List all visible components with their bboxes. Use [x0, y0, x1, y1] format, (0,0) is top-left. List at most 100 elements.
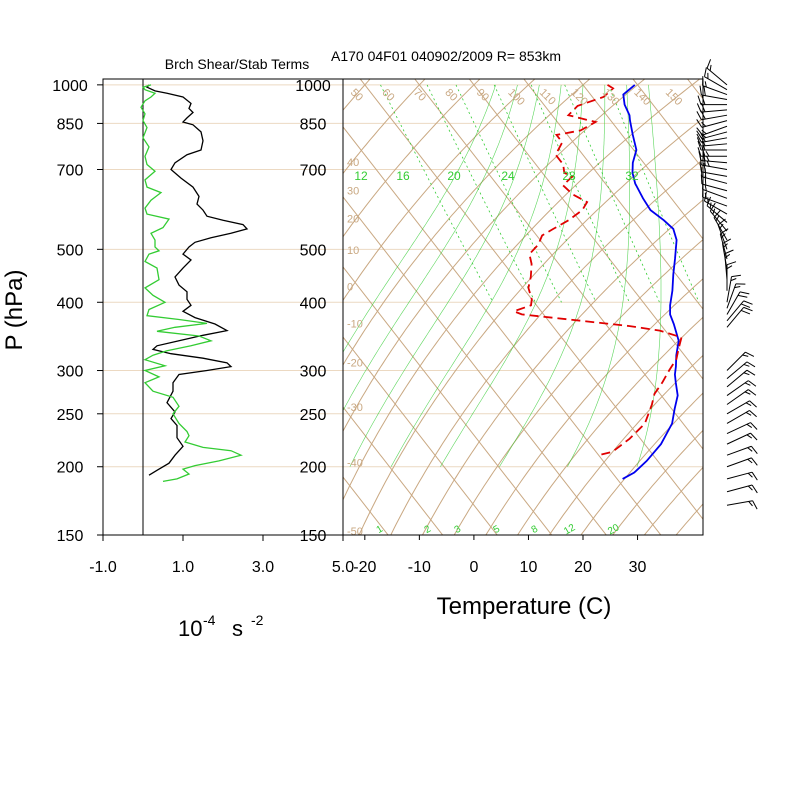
- wind-barb-flag: [751, 445, 758, 455]
- wind-barb-shaft: [726, 283, 737, 309]
- wind-barb: [703, 67, 728, 91]
- moist-adiabat-label: 12: [354, 169, 368, 183]
- moist-adiabat: [343, 84, 518, 412]
- isotherm-label: -20: [347, 358, 363, 370]
- isotherm-label: 0: [347, 282, 353, 294]
- mixing-ratio-line: [530, 84, 630, 303]
- wind-barb-flag: [717, 218, 726, 226]
- wind-barb-shaft: [726, 300, 745, 322]
- wind-barb-flag: [747, 458, 753, 464]
- dry-adiabat: [343, 79, 481, 238]
- wind-barb: [726, 389, 757, 405]
- wind-barb: [726, 400, 757, 415]
- dry-adiabat-label: 60: [379, 87, 396, 104]
- wind-barb-shaft: [713, 217, 728, 241]
- skewt-y-tick-label: 1000: [295, 78, 331, 95]
- temperature-axis-label: Temperature (C): [437, 593, 612, 620]
- wind-barb-flag: [748, 501, 753, 507]
- wind-barb-flag: [699, 85, 702, 96]
- skewt-x-tick-label: 20: [574, 559, 592, 576]
- left-y-tick-label: 500: [57, 242, 84, 259]
- wind-barb-flag: [700, 110, 706, 120]
- dry-adiabat: [580, 392, 703, 535]
- wind-barb: [699, 162, 728, 177]
- left-y-tick-label: 150: [57, 528, 84, 545]
- isotherm: [0, 73, 292, 551]
- wind-barb-flag: [749, 410, 757, 418]
- dry-adiabat-label: 140: [631, 87, 652, 108]
- wind-barb-shaft: [701, 137, 728, 143]
- mixing-ratio-label: 8: [530, 523, 541, 536]
- isotherm: [414, 79, 703, 450]
- wind-barb-shaft: [726, 361, 748, 379]
- skewt-y-tick-label: 400: [300, 295, 327, 312]
- wind-barb-flag: [704, 81, 707, 88]
- wind-barb: [726, 422, 758, 435]
- dry-adiabat: [643, 466, 703, 535]
- wind-barb-flag: [709, 202, 712, 209]
- wind-barb-flag: [696, 103, 702, 113]
- wind-barb-flag: [751, 484, 758, 494]
- dry-adiabat: [343, 79, 591, 366]
- isotherm: [343, 266, 553, 535]
- dry-adiabat: [759, 73, 800, 548]
- wind-barb-flag: [701, 129, 707, 135]
- dewpoint-profile: [511, 84, 683, 457]
- moist-adiabat: [343, 84, 496, 353]
- skewt-y-tick-label: 300: [300, 364, 327, 381]
- wind-barb-flag: [699, 155, 702, 166]
- wind-barb-flag: [746, 423, 753, 428]
- wind-barb-flag: [724, 249, 734, 255]
- sounding-title: A170 04F01 040902/2009 R= 853km: [331, 48, 561, 64]
- wind-barb-shaft: [701, 131, 728, 140]
- skewt-y-tick-label: 500: [300, 242, 327, 259]
- wind-barb-shaft: [702, 188, 728, 199]
- temperature-profile: [622, 84, 680, 480]
- dry-adiabat: [697, 73, 800, 548]
- skewt-x-tick-label: 30: [629, 559, 647, 576]
- skewt-panel: 1502002503004005007008501000-50-40-30-20…: [0, 73, 800, 576]
- skewt-y-tick-label: 700: [300, 162, 327, 179]
- wind-barb: [726, 484, 758, 494]
- wind-barb-flag: [747, 472, 753, 478]
- wind-barb-flag: [720, 233, 726, 239]
- wind-barb-flag: [701, 147, 706, 157]
- wind-barb-flag: [726, 261, 737, 266]
- dry-adiabat: [675, 503, 703, 535]
- wind-barb-shaft: [701, 164, 728, 170]
- isotherm: [577, 79, 703, 240]
- wind-barb-flag: [739, 291, 750, 295]
- wind-barb-flag: [706, 155, 710, 162]
- units-seconds-exponent: -2: [251, 612, 264, 628]
- wind-barb: [726, 432, 758, 445]
- isotherm-label: 40: [347, 157, 359, 169]
- shear-stab-panel: 150 200 250 300 400 500 700 850 1000 -1.0 1.0 3.0 5.…: [52, 78, 354, 576]
- dry-adiabat: [548, 354, 703, 535]
- wind-barb-flag: [747, 447, 753, 452]
- wind-barb-flag: [751, 457, 758, 466]
- mixing-ratio-line: [493, 84, 597, 303]
- dry-adiabat: [343, 79, 426, 175]
- wind-barb-shaft: [726, 380, 749, 396]
- skewt-plot-area: [0, 73, 800, 551]
- wind-barb-shaft: [726, 400, 750, 415]
- wind-barb: [699, 155, 728, 170]
- wind-barb: [726, 300, 753, 322]
- left-y-tick-label: 200: [57, 460, 84, 477]
- wind-barb-flag: [705, 151, 710, 157]
- wind-barb-shaft: [701, 120, 728, 128]
- wind-barb: [702, 76, 728, 96]
- shear-stab-title: Brch Shear/Stab Terms: [165, 56, 309, 72]
- left-x-tick-label: 5.0: [332, 559, 354, 576]
- wind-barb: [726, 306, 753, 328]
- mixing-ratio-label: 2: [423, 523, 434, 536]
- dry-adiabat: [343, 79, 646, 433]
- wind-barb-flag: [745, 402, 752, 407]
- wind-barb-flag: [737, 294, 748, 298]
- wind-barb-flag: [743, 300, 753, 305]
- moist-adiabat-label: 24: [501, 169, 515, 183]
- wind-barb-flag: [724, 253, 731, 259]
- wind-barb-flag: [700, 133, 706, 142]
- wind-barb-flag: [747, 485, 753, 491]
- wind-barb: [726, 471, 758, 481]
